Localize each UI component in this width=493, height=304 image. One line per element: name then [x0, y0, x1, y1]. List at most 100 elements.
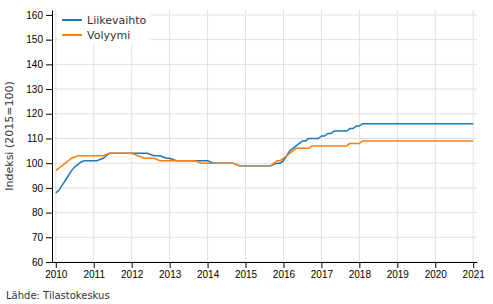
tick-label: 2015 [235, 269, 258, 280]
tick: 2018 [349, 262, 372, 280]
tick: 90 [32, 183, 52, 194]
legend-background [58, 11, 151, 45]
tick: 160 [26, 10, 52, 21]
grid-line-y [52, 89, 477, 90]
source-note: Lähde: Tilastokeskus [6, 290, 110, 301]
tick-label: 2010 [45, 269, 68, 280]
tick: 130 [26, 84, 52, 95]
legend-swatch [62, 19, 82, 21]
grid-line-x [131, 10, 132, 262]
tick-mark [46, 213, 52, 214]
tick: 2019 [387, 262, 410, 280]
legend-swatch [62, 34, 82, 36]
tick: 2011 [83, 262, 105, 280]
tick-mark [283, 262, 284, 268]
tick: 80 [32, 207, 52, 218]
tick-mark [132, 262, 133, 268]
tick-mark [208, 262, 209, 268]
legend-label: Liikevaihto [87, 14, 147, 27]
tick-mark [170, 262, 171, 268]
series-line [56, 124, 473, 193]
tick: 110 [27, 133, 52, 144]
grid-line-x [283, 10, 284, 262]
grid-line-x [207, 10, 208, 262]
tick: 2021 [463, 262, 486, 280]
grid-line-y [52, 262, 477, 263]
tick-label: 70 [32, 232, 44, 243]
tick-label: 2017 [311, 269, 334, 280]
tick: 2020 [425, 262, 448, 280]
tick-label: 2020 [425, 269, 448, 280]
tick: 60 [32, 257, 52, 268]
tick-mark [46, 40, 52, 41]
tick: 70 [32, 232, 52, 243]
tick-label: 2013 [159, 269, 182, 280]
tick-mark [46, 138, 52, 139]
tick-label: 2011 [83, 269, 105, 280]
tick-mark [46, 89, 52, 90]
tick-mark [46, 262, 52, 263]
tick: 2014 [197, 262, 220, 280]
axis-line [53, 262, 478, 263]
tick: 2012 [121, 262, 144, 280]
tick-mark [397, 262, 398, 268]
grid-line-x [245, 10, 246, 262]
tick-mark [321, 262, 322, 268]
grid-line-y [52, 187, 477, 188]
legend-label: Volyymi [87, 29, 130, 42]
x-axis: 2010 2011 2012 2013 2014 2015 2016 2017 2018 2019… [45, 262, 485, 280]
plot-area [56, 124, 473, 193]
tick-mark [94, 262, 95, 268]
tick-label: 2012 [121, 269, 144, 280]
tick-label: 60 [32, 257, 44, 268]
tick-mark [473, 262, 474, 268]
tick: 150 [26, 34, 52, 45]
tick: 140 [26, 59, 52, 70]
tick-mark [359, 262, 360, 268]
tick: 2013 [159, 262, 182, 280]
tick-label: 120 [26, 108, 43, 119]
tick: 2016 [273, 262, 296, 280]
tick-label: 2018 [349, 269, 372, 280]
y-axis: 60 70 80 90 100 110 120 130 140 150 160 [26, 10, 52, 268]
tick-label: 100 [26, 158, 43, 169]
legend-item: Volyymi [62, 29, 130, 42]
tick-label: 2019 [387, 269, 410, 280]
tick-label: 140 [26, 59, 43, 70]
grid-line-x [169, 10, 170, 262]
grid-line-y [52, 163, 477, 164]
tick: 120 [26, 108, 52, 119]
grid [52, 10, 477, 262]
tick-label: 2016 [273, 269, 296, 280]
tick-label: 80 [32, 207, 44, 218]
grid-line-x [359, 10, 360, 262]
tick-mark [246, 262, 247, 268]
tick: 2010 [45, 262, 68, 280]
grid-line-y [52, 138, 477, 139]
tick: 2017 [311, 262, 334, 280]
tick-mark [56, 262, 57, 268]
grid-line-y [52, 212, 477, 213]
tick-mark [46, 114, 52, 115]
tick-label: 90 [32, 183, 44, 194]
grid-line-x [435, 10, 436, 262]
grid-line-y [52, 113, 477, 114]
grid-line-y [52, 237, 477, 238]
legend-item: Liikevaihto [62, 14, 147, 27]
tick: 2015 [235, 262, 258, 280]
tick-mark [46, 188, 52, 189]
tick-label: 110 [27, 133, 43, 144]
tick-label: 150 [26, 34, 43, 45]
grid-line-x [473, 10, 474, 262]
chart: 2010 2011 2012 2013 2014 2015 2016 2017 2018 2019… [0, 0, 493, 304]
grid-line-x [55, 10, 56, 262]
tick-mark [46, 15, 52, 16]
tick: 100 [26, 158, 52, 169]
legend: Liikevaihto Volyymi [58, 11, 151, 45]
tick-label: 130 [26, 84, 43, 95]
tick-label: 160 [26, 10, 43, 21]
series-line [56, 141, 473, 171]
tick-label: 2014 [197, 269, 220, 280]
grid-line-y [52, 64, 477, 65]
tick-mark [46, 163, 52, 164]
